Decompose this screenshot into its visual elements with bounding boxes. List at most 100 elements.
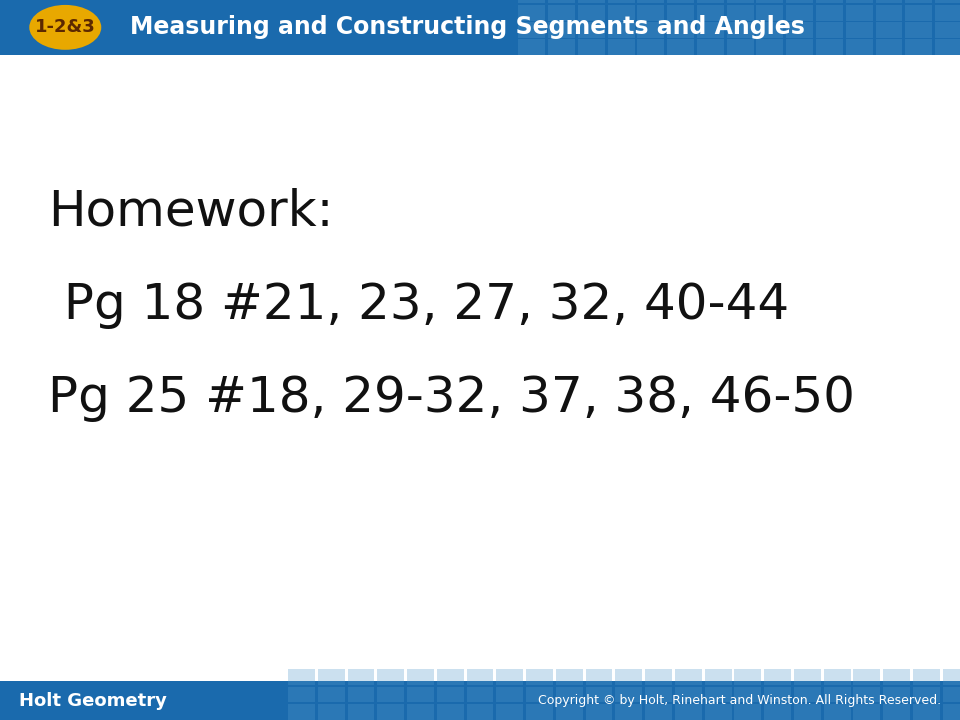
FancyBboxPatch shape: [578, 22, 605, 37]
FancyBboxPatch shape: [943, 687, 960, 702]
FancyBboxPatch shape: [727, 39, 754, 55]
FancyBboxPatch shape: [318, 687, 345, 702]
FancyBboxPatch shape: [876, 5, 902, 20]
FancyBboxPatch shape: [667, 39, 694, 55]
Text: Pg 18 #21, 23, 27, 32, 40-44: Pg 18 #21, 23, 27, 32, 40-44: [48, 281, 789, 329]
FancyBboxPatch shape: [556, 704, 583, 720]
Text: Holt Geometry: Holt Geometry: [19, 691, 167, 710]
FancyBboxPatch shape: [586, 669, 612, 685]
FancyBboxPatch shape: [846, 22, 873, 37]
FancyBboxPatch shape: [876, 0, 902, 4]
FancyBboxPatch shape: [288, 669, 315, 685]
FancyBboxPatch shape: [0, 0, 960, 55]
FancyBboxPatch shape: [467, 704, 493, 720]
FancyBboxPatch shape: [786, 0, 813, 4]
FancyBboxPatch shape: [556, 669, 583, 685]
FancyBboxPatch shape: [496, 687, 523, 702]
FancyBboxPatch shape: [705, 704, 732, 720]
FancyBboxPatch shape: [407, 669, 434, 685]
FancyBboxPatch shape: [786, 39, 813, 55]
FancyBboxPatch shape: [615, 669, 642, 685]
FancyBboxPatch shape: [578, 5, 605, 20]
FancyBboxPatch shape: [905, 5, 932, 20]
FancyBboxPatch shape: [407, 704, 434, 720]
FancyBboxPatch shape: [288, 704, 315, 720]
FancyBboxPatch shape: [318, 704, 345, 720]
FancyBboxPatch shape: [675, 687, 702, 702]
FancyBboxPatch shape: [518, 22, 545, 37]
FancyBboxPatch shape: [526, 669, 553, 685]
FancyBboxPatch shape: [608, 39, 635, 55]
FancyBboxPatch shape: [764, 669, 791, 685]
FancyBboxPatch shape: [816, 22, 843, 37]
FancyBboxPatch shape: [645, 669, 672, 685]
FancyBboxPatch shape: [905, 0, 932, 4]
FancyBboxPatch shape: [727, 5, 754, 20]
FancyBboxPatch shape: [853, 669, 880, 685]
FancyBboxPatch shape: [816, 0, 843, 4]
FancyBboxPatch shape: [883, 704, 910, 720]
FancyBboxPatch shape: [437, 669, 464, 685]
FancyBboxPatch shape: [727, 22, 754, 37]
FancyBboxPatch shape: [548, 5, 575, 20]
FancyBboxPatch shape: [667, 0, 694, 4]
FancyBboxPatch shape: [377, 669, 404, 685]
FancyBboxPatch shape: [518, 5, 545, 20]
FancyBboxPatch shape: [883, 669, 910, 685]
FancyBboxPatch shape: [697, 22, 724, 37]
FancyBboxPatch shape: [637, 5, 664, 20]
FancyBboxPatch shape: [935, 0, 960, 4]
FancyBboxPatch shape: [816, 5, 843, 20]
FancyBboxPatch shape: [437, 704, 464, 720]
FancyBboxPatch shape: [697, 39, 724, 55]
Text: Homework:: Homework:: [48, 187, 333, 235]
FancyBboxPatch shape: [824, 669, 851, 685]
FancyBboxPatch shape: [846, 39, 873, 55]
FancyBboxPatch shape: [786, 5, 813, 20]
FancyBboxPatch shape: [816, 39, 843, 55]
FancyBboxPatch shape: [377, 687, 404, 702]
FancyBboxPatch shape: [645, 704, 672, 720]
FancyBboxPatch shape: [794, 687, 821, 702]
FancyBboxPatch shape: [467, 687, 493, 702]
FancyBboxPatch shape: [637, 0, 664, 4]
FancyBboxPatch shape: [578, 0, 605, 4]
FancyBboxPatch shape: [943, 704, 960, 720]
FancyBboxPatch shape: [667, 22, 694, 37]
FancyBboxPatch shape: [615, 687, 642, 702]
FancyBboxPatch shape: [913, 704, 940, 720]
FancyBboxPatch shape: [824, 704, 851, 720]
FancyBboxPatch shape: [883, 687, 910, 702]
FancyBboxPatch shape: [377, 704, 404, 720]
FancyBboxPatch shape: [794, 704, 821, 720]
FancyBboxPatch shape: [935, 5, 960, 20]
FancyBboxPatch shape: [467, 669, 493, 685]
Text: Pg 25 #18, 29-32, 37, 38, 46-50: Pg 25 #18, 29-32, 37, 38, 46-50: [48, 374, 855, 423]
FancyBboxPatch shape: [0, 55, 960, 681]
FancyBboxPatch shape: [935, 22, 960, 37]
FancyBboxPatch shape: [935, 39, 960, 55]
FancyBboxPatch shape: [876, 39, 902, 55]
FancyBboxPatch shape: [318, 669, 345, 685]
FancyBboxPatch shape: [697, 0, 724, 4]
FancyBboxPatch shape: [786, 22, 813, 37]
Text: Copyright © by Holt, Rinehart and Winston. All Rights Reserved.: Copyright © by Holt, Rinehart and Winsto…: [538, 694, 941, 707]
FancyBboxPatch shape: [556, 687, 583, 702]
FancyBboxPatch shape: [846, 5, 873, 20]
FancyBboxPatch shape: [348, 704, 374, 720]
Ellipse shape: [29, 5, 102, 50]
FancyBboxPatch shape: [526, 704, 553, 720]
FancyBboxPatch shape: [548, 39, 575, 55]
FancyBboxPatch shape: [846, 0, 873, 4]
FancyBboxPatch shape: [853, 704, 880, 720]
FancyBboxPatch shape: [824, 687, 851, 702]
FancyBboxPatch shape: [675, 704, 702, 720]
FancyBboxPatch shape: [913, 687, 940, 702]
FancyBboxPatch shape: [437, 687, 464, 702]
FancyBboxPatch shape: [0, 681, 960, 720]
FancyBboxPatch shape: [645, 687, 672, 702]
FancyBboxPatch shape: [943, 669, 960, 685]
FancyBboxPatch shape: [764, 687, 791, 702]
FancyBboxPatch shape: [578, 39, 605, 55]
FancyBboxPatch shape: [727, 0, 754, 4]
